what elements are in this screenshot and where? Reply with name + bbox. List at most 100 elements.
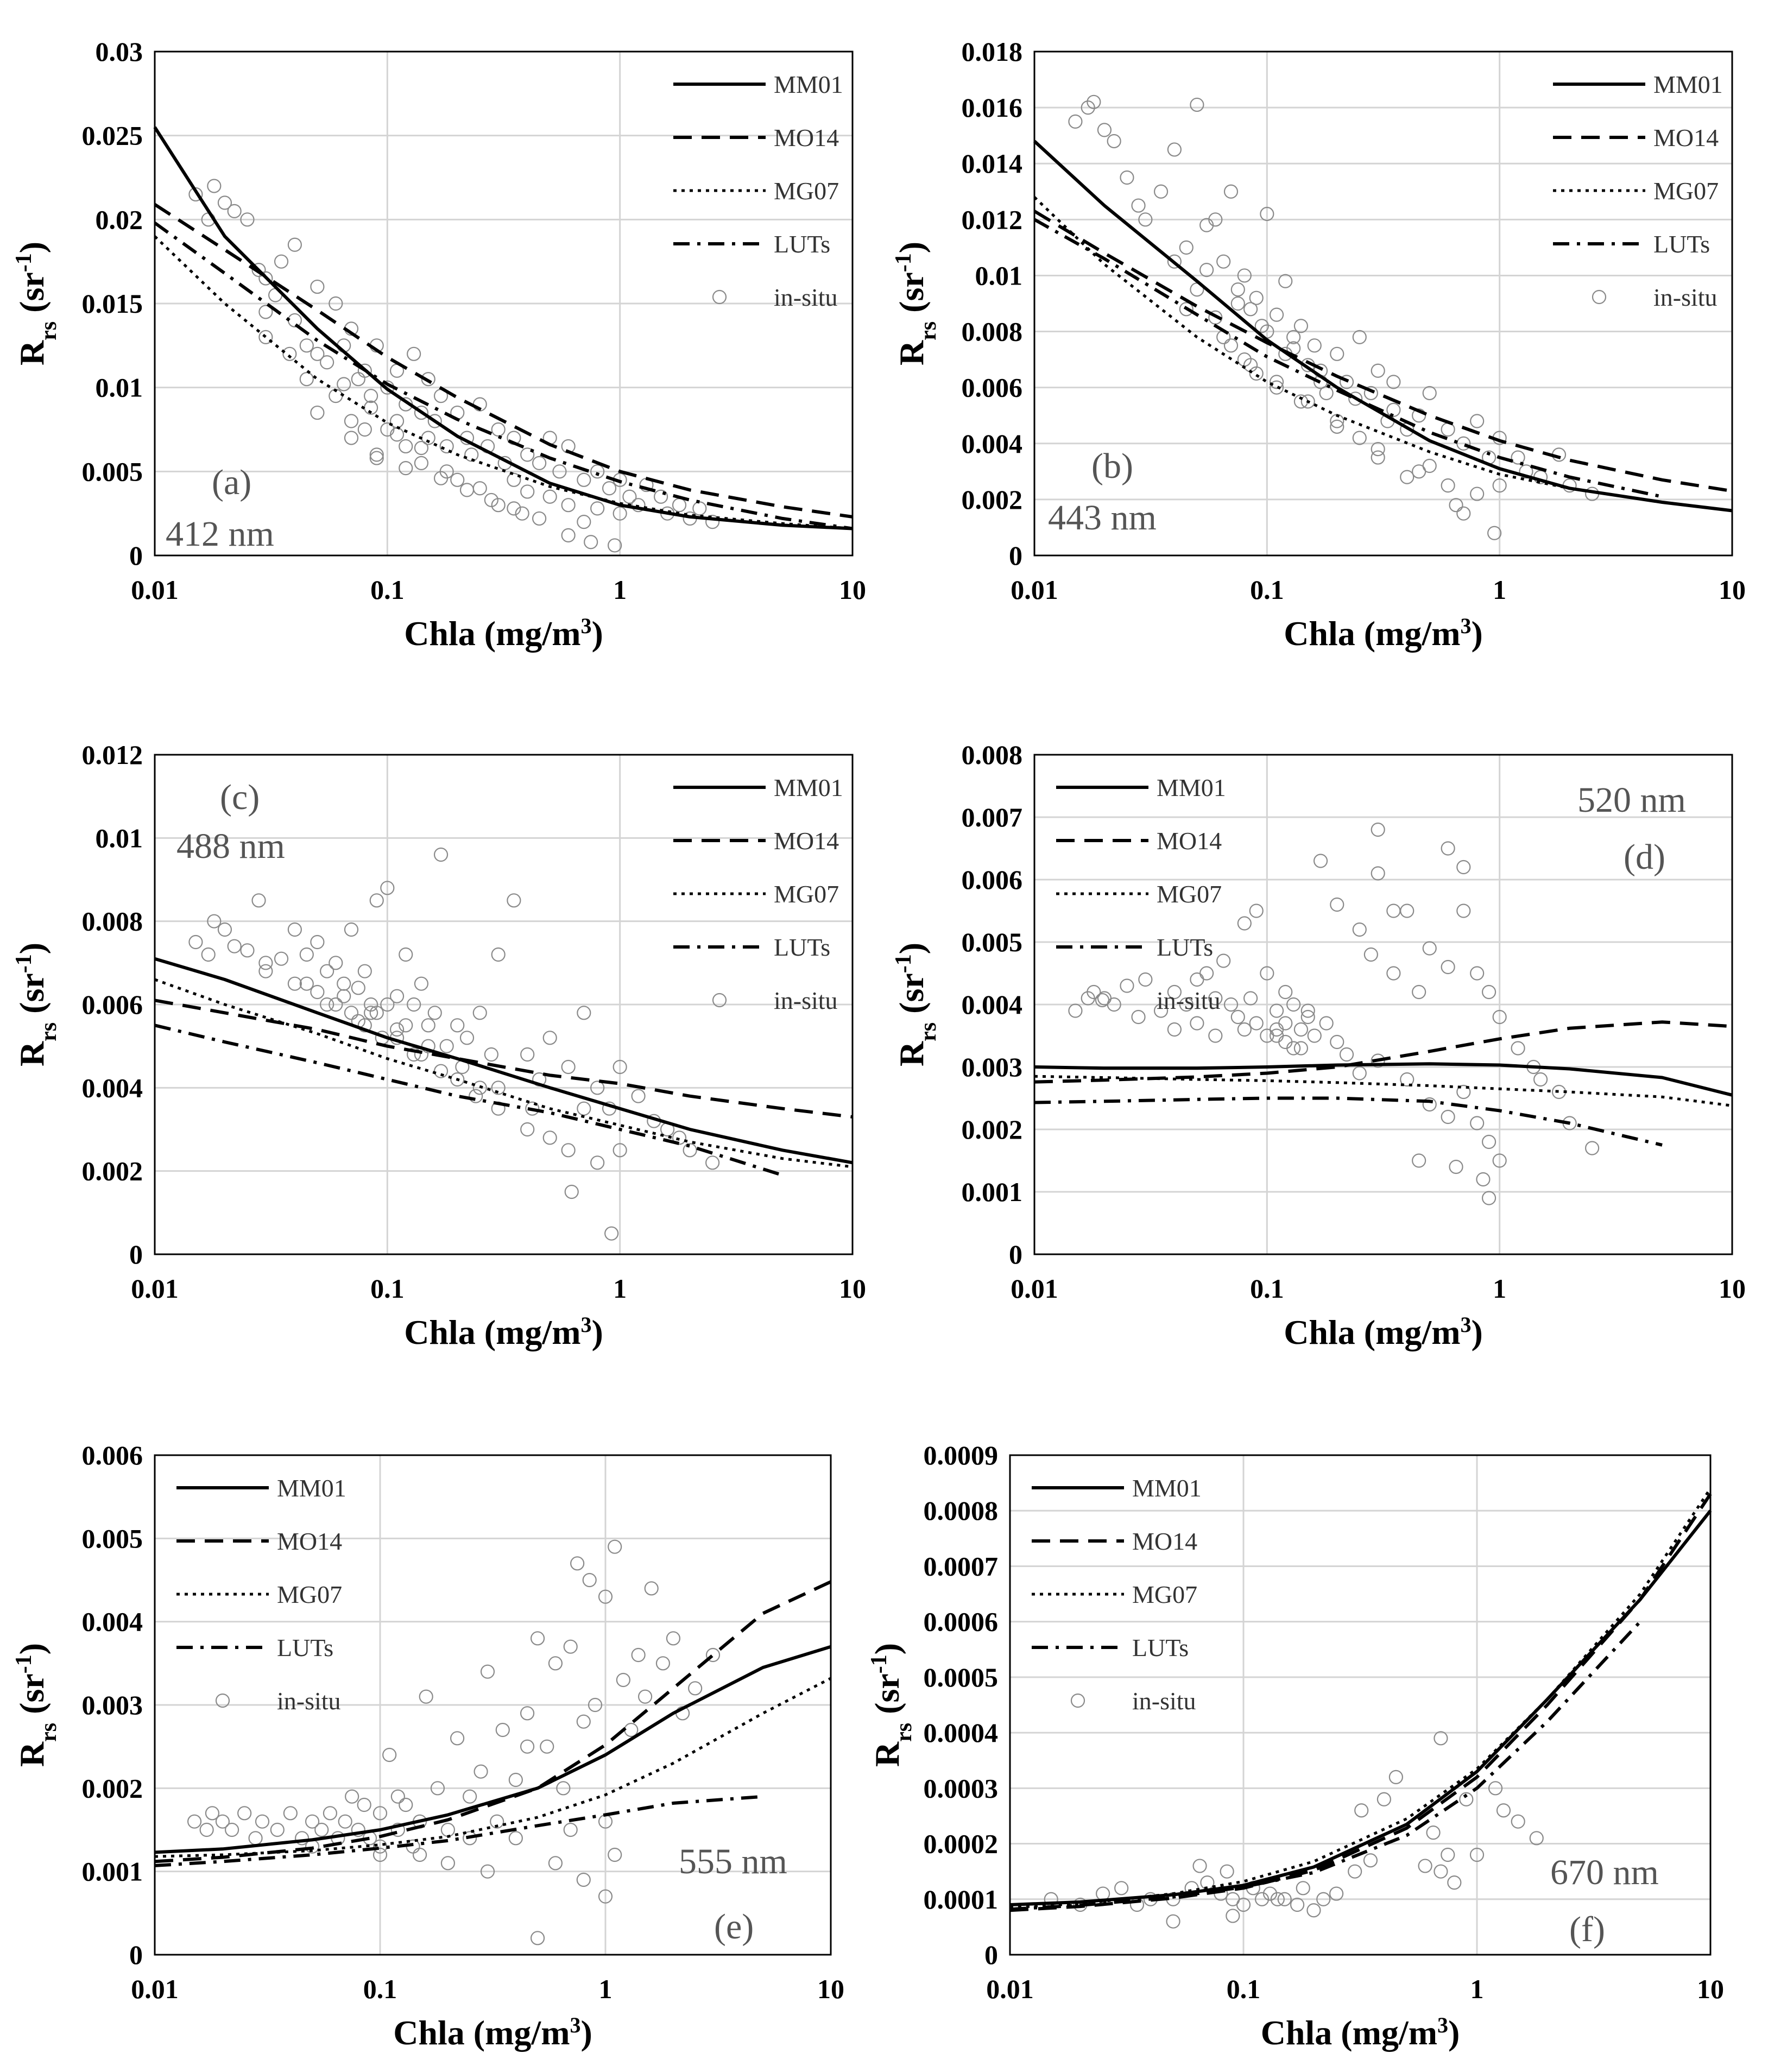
x-tick-label: 0.1 [1227,1974,1261,2004]
scatter-point [705,1647,721,1663]
scatter-point [520,1706,535,1721]
series-line-mo14 [1033,210,1733,493]
scatter-point [382,1747,397,1763]
scatter-point [412,1847,427,1862]
scatter-point [389,1022,405,1037]
x-axis-label: Chla (mg/m3) [1284,1312,1483,1352]
scatter-point [525,1101,540,1116]
scatter-point [369,893,384,908]
scatter-point [608,1539,622,1554]
scatter-point [613,506,627,521]
scatter-point [287,237,302,252]
scatter-point [1459,1792,1474,1806]
scatter-point [337,976,351,991]
y-tick-label: 0.005 [82,456,143,487]
scatter-point [1511,1041,1525,1056]
y-tick-label: 0.006 [82,989,143,1020]
scatter-point [380,422,395,437]
scatter-point [1441,841,1455,856]
scatter-point [1190,1016,1204,1031]
y-tick-label: 0.014 [962,148,1023,179]
scatter-point [201,947,216,962]
wavelength-label: 670 nm [1550,1853,1659,1892]
series-line-mo14 [1009,1493,1712,1912]
scatter-point [1278,1034,1293,1050]
scatter-point [561,1059,576,1075]
scatter-point [1278,984,1293,1000]
scatter-point [491,947,506,962]
series-line-mm01 [153,126,853,530]
x-tick-label: 10 [839,574,866,605]
scatter-in-situ [188,847,720,1241]
scatter-point [1296,1881,1310,1896]
x-tick-label: 0.01 [131,1974,179,2004]
x-tick-label: 1 [1493,1273,1506,1304]
scatter-point [1081,100,1095,115]
scatter-point [631,498,646,513]
scatter-point [251,893,266,908]
scatter-point [653,489,668,504]
scatter-point [407,997,421,1012]
scatter-point [430,1781,445,1796]
scatter-point [1167,254,1182,269]
x-axis-label-superscript: 3 [1461,614,1472,638]
scatter-point [1131,198,1146,213]
scatter-point [1300,1003,1315,1018]
scatter-point [414,440,429,456]
y-tick-label: 0.001 [82,1856,143,1887]
scatter-point [320,355,334,370]
scatter-point [1422,386,1437,401]
scatter-point [450,1072,465,1087]
legend-marker-in-situ [1095,993,1110,1008]
scatter-point [1223,184,1239,199]
scatter-point [1441,422,1455,437]
y-tick-label: 0.0003 [924,1773,999,1803]
scatter-point [357,422,372,437]
scatter-point [542,1031,557,1045]
scatter-point [508,1772,523,1787]
y-tick-label: 0.0007 [924,1551,999,1581]
scatter-point [1339,1047,1354,1062]
scatter-point [351,1822,365,1837]
scatter-point [399,439,413,454]
y-tick-label: 0 [1009,540,1022,571]
scatter-point [602,481,617,496]
scatter-point [598,1889,613,1904]
plot-frame [1033,754,1733,1255]
y-tick-label: 0.006 [962,372,1023,403]
legend-label: MM01 [1132,1474,1202,1502]
scatter-point [1456,506,1471,521]
scatter-in-situ [187,1539,721,1945]
scatter-point [472,481,487,496]
scatter-point [1470,966,1485,981]
scatter-point [1492,1153,1507,1168]
scatter-point [364,1006,378,1020]
x-axis-label-base: Chla (mg/m [1284,614,1460,653]
chart-panel-5: 0 0.001 0.002 0.003 0.004 0.005 0.006 0.01 0.1 1 1… [11,1440,844,2052]
scatter-point [520,1739,535,1754]
scatter-point [1293,319,1309,333]
legend-label: LUTs [1132,1634,1189,1662]
scatter-point [1371,450,1385,465]
scatter-point [1352,330,1367,344]
scatter-point [1230,282,1245,297]
y-axis-label-part: R [12,1741,51,1767]
wavelength-label: 520 nm [1577,780,1686,820]
scatter-point [556,1781,571,1796]
x-tick-label: 1 [613,574,627,605]
scatter-point [469,1089,483,1103]
scatter-point [1434,1731,1448,1746]
scatter-point [1386,966,1401,981]
scatter-point [320,997,334,1012]
legend-label: LUTs [1157,933,1213,961]
scatter-point [287,313,302,328]
scatter-point [491,422,506,437]
legend-marker-in-situ [712,993,727,1008]
legend-marker-in-situ [215,1693,230,1708]
x-axis-label-close: ) [1448,2013,1460,2052]
scatter-point [1371,866,1385,881]
scatter-point [1496,1803,1511,1818]
scatter-point [666,1631,681,1646]
scatter-point [1269,1028,1284,1043]
scatter-point [389,427,405,442]
